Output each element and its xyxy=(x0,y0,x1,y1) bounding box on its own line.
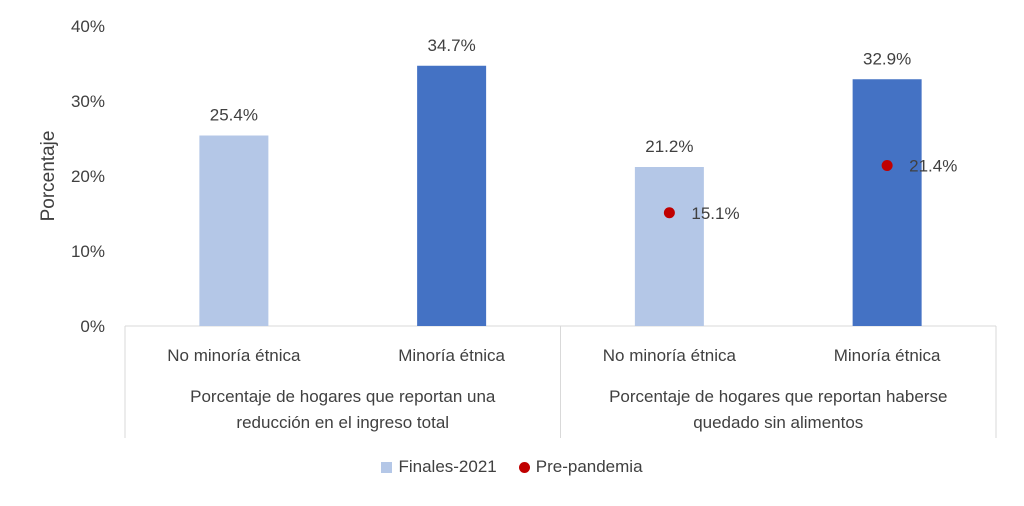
bar xyxy=(417,65,487,326)
bar-data-label: 21.2% xyxy=(645,137,693,156)
x-category-label: Minoría étnica xyxy=(834,346,941,365)
legend-label: Finales-2021 xyxy=(398,457,497,476)
x-group-label: reducción en el ingreso total xyxy=(236,413,449,432)
legend-item-pre-pandemia: Pre-pandemia xyxy=(518,457,643,477)
bar-data-label: 32.9% xyxy=(863,49,911,68)
x-category-label: Minoría étnica xyxy=(398,346,505,365)
x-category-label: No minoría étnica xyxy=(603,346,737,365)
y-tick-label: 0% xyxy=(80,317,105,336)
bar-data-label: 34.7% xyxy=(428,36,476,55)
marker-point xyxy=(881,160,893,171)
marker-data-label: 15.1% xyxy=(691,204,739,223)
marker-point xyxy=(663,207,675,219)
legend-item-finales-2021: Finales-2021 xyxy=(381,457,497,477)
y-tick-label: 20% xyxy=(71,167,105,186)
bar xyxy=(852,79,922,326)
x-group-label: Porcentaje de hogares que reportan una xyxy=(190,387,496,406)
y-tick-label: 40% xyxy=(71,17,105,36)
x-group-label: Porcentaje de hogares que reportan haber… xyxy=(609,387,947,406)
y-tick-label: 10% xyxy=(71,242,105,261)
bar xyxy=(634,167,704,326)
legend-swatch-dot xyxy=(518,461,530,473)
legend-label: Pre-pandemia xyxy=(535,457,643,476)
legend-swatch-bar xyxy=(381,461,393,473)
legend: Finales-2021 Pre-pandemia xyxy=(0,457,1024,477)
y-tick-label: 30% xyxy=(71,92,105,111)
x-category-label: No minoría étnica xyxy=(167,346,301,365)
bar xyxy=(199,135,269,326)
bar-data-label: 25.4% xyxy=(210,106,258,125)
x-group-label: quedado sin alimentos xyxy=(693,413,863,432)
y-axis-title: Porcentaje xyxy=(38,131,59,222)
marker-data-label: 21.4% xyxy=(909,157,957,176)
